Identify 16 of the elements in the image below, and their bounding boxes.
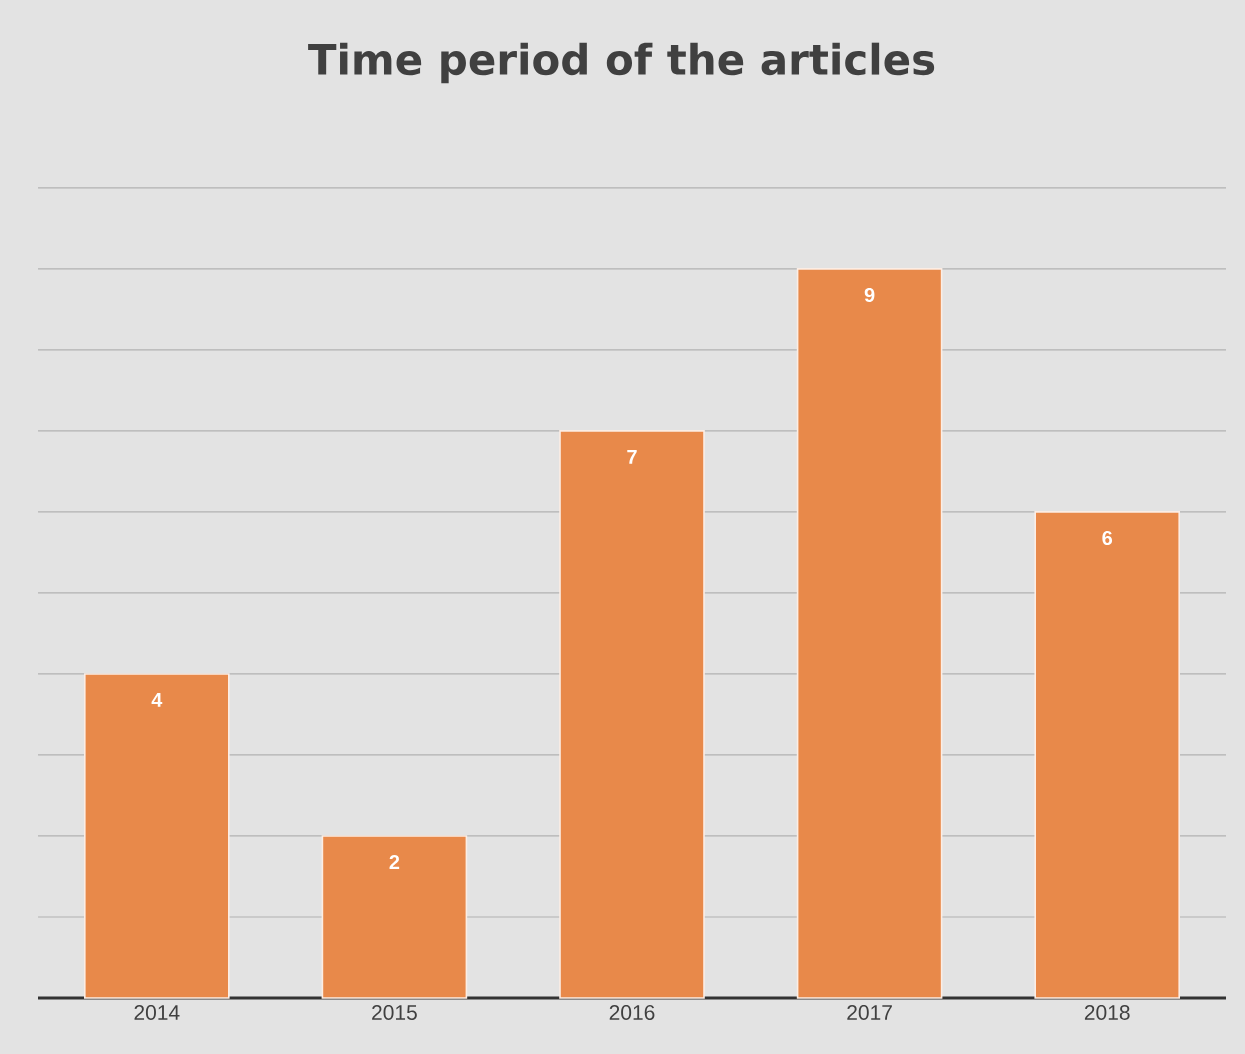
chart-title: Time period of the articles: [308, 42, 935, 84]
data-label: 9: [864, 287, 875, 303]
bar: [321, 835, 468, 999]
data-label: 7: [627, 449, 637, 464]
x-tick-label: 2016: [609, 1005, 655, 1020]
bar: [1034, 511, 1181, 999]
x-tick-label: 2014: [134, 1005, 180, 1020]
x-tick-label: 2015: [372, 1005, 417, 1020]
bar: [559, 430, 705, 999]
x-tick-label: 2017: [847, 1005, 892, 1020]
bar: [796, 268, 943, 999]
x-tick-label: 2018: [1084, 1005, 1130, 1020]
data-label: 4: [151, 692, 163, 707]
data-label: 2: [389, 855, 400, 869]
bar: [84, 673, 230, 999]
data-label: 6: [1102, 530, 1113, 546]
